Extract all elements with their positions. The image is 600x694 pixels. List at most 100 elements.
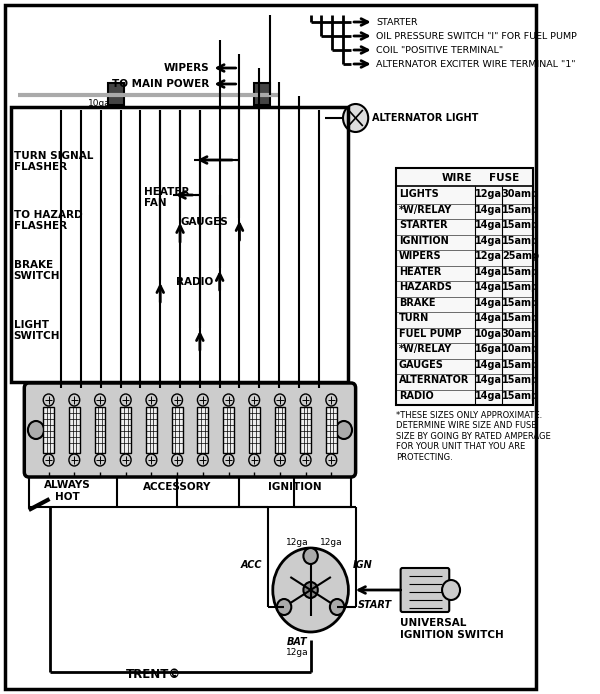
FancyBboxPatch shape	[275, 407, 286, 453]
Text: *THESE SIZES ONLY APPROXIMATE.
DETERMINE WIRE SIZE AND FUSE
SIZE BY GOING BY RAT: *THESE SIZES ONLY APPROXIMATE. DETERMINE…	[396, 411, 551, 462]
Text: START: START	[358, 600, 392, 610]
Circle shape	[336, 421, 352, 439]
Circle shape	[223, 394, 234, 406]
Text: IGNITION: IGNITION	[399, 235, 449, 246]
Text: FLASHER: FLASHER	[14, 221, 67, 231]
Text: WIPERS: WIPERS	[399, 251, 442, 261]
Circle shape	[326, 454, 337, 466]
Text: GAUGES: GAUGES	[399, 359, 444, 369]
Circle shape	[172, 394, 182, 406]
FancyBboxPatch shape	[326, 407, 337, 453]
Text: 14ga: 14ga	[475, 220, 502, 230]
Text: HAZARDS: HAZARDS	[399, 282, 452, 292]
FancyBboxPatch shape	[43, 407, 54, 453]
Text: 12ga: 12ga	[475, 189, 502, 199]
Text: 14ga: 14ga	[475, 266, 502, 276]
Circle shape	[69, 454, 80, 466]
Text: FUSE: FUSE	[489, 173, 519, 183]
Text: IGN: IGN	[353, 560, 373, 570]
Text: ALTERNATOR EXCITER WIRE TERMINAL "1": ALTERNATOR EXCITER WIRE TERMINAL "1"	[376, 60, 576, 69]
Text: BRAKE: BRAKE	[14, 260, 53, 270]
Circle shape	[273, 548, 349, 632]
Text: TURN: TURN	[399, 313, 429, 323]
Text: 14ga: 14ga	[475, 298, 502, 307]
Text: LIGHT: LIGHT	[14, 320, 49, 330]
Text: LIGHTS: LIGHTS	[399, 189, 439, 199]
Text: WIRE: WIRE	[442, 173, 473, 183]
Text: OIL PRESSURE SWITCH "I" FOR FUEL PUMP: OIL PRESSURE SWITCH "I" FOR FUEL PUMP	[376, 31, 577, 40]
Circle shape	[146, 394, 157, 406]
Text: 10amp: 10amp	[502, 344, 539, 354]
Text: 15amp: 15amp	[502, 298, 539, 307]
FancyBboxPatch shape	[95, 407, 106, 453]
Text: 14ga: 14ga	[475, 391, 502, 400]
Circle shape	[326, 394, 337, 406]
Text: COIL "POSITIVE TERMINAL": COIL "POSITIVE TERMINAL"	[376, 46, 503, 55]
FancyBboxPatch shape	[401, 568, 449, 612]
Text: 15amp: 15amp	[502, 266, 539, 276]
Text: GAUGES: GAUGES	[180, 217, 228, 227]
Circle shape	[121, 394, 131, 406]
FancyBboxPatch shape	[223, 407, 234, 453]
Text: BAT: BAT	[287, 637, 307, 647]
Text: 15amp: 15amp	[502, 391, 539, 400]
Circle shape	[300, 394, 311, 406]
Circle shape	[95, 394, 106, 406]
Circle shape	[277, 599, 291, 615]
Text: 14ga: 14ga	[475, 282, 502, 292]
Text: ACCESSORY: ACCESSORY	[143, 482, 212, 492]
Text: TURN SIGNAL: TURN SIGNAL	[14, 151, 93, 161]
Text: 25amp: 25amp	[502, 251, 539, 261]
Text: *W/RELAY: *W/RELAY	[399, 205, 452, 214]
Text: 10ga: 10ga	[88, 99, 110, 108]
Text: TRENT©: TRENT©	[126, 668, 181, 681]
Text: 15amp: 15amp	[502, 235, 539, 246]
Text: 12ga: 12ga	[320, 538, 342, 547]
Text: UNIVERSAL
IGNITION SWITCH: UNIVERSAL IGNITION SWITCH	[400, 618, 503, 640]
Circle shape	[304, 548, 318, 564]
FancyBboxPatch shape	[108, 83, 124, 105]
Circle shape	[330, 599, 344, 615]
Circle shape	[197, 394, 208, 406]
Circle shape	[121, 454, 131, 466]
Text: 15amp: 15amp	[502, 220, 539, 230]
Text: ALWAYS
HOT: ALWAYS HOT	[44, 480, 91, 502]
Circle shape	[95, 454, 106, 466]
FancyBboxPatch shape	[172, 407, 182, 453]
FancyBboxPatch shape	[69, 407, 80, 453]
Text: FUEL PUMP: FUEL PUMP	[399, 328, 461, 339]
Text: SWITCH: SWITCH	[14, 331, 60, 341]
Text: IGNITION: IGNITION	[268, 482, 321, 492]
Circle shape	[304, 582, 318, 598]
Text: ACC: ACC	[241, 560, 262, 570]
Text: ALTERNATOR LIGHT: ALTERNATOR LIGHT	[372, 113, 478, 123]
Circle shape	[442, 580, 460, 600]
Text: ALTERNATOR: ALTERNATOR	[399, 375, 469, 385]
FancyBboxPatch shape	[146, 407, 157, 453]
Text: 10ga: 10ga	[475, 328, 502, 339]
Text: 14ga: 14ga	[475, 375, 502, 385]
Text: 15amp: 15amp	[502, 205, 539, 214]
FancyBboxPatch shape	[249, 407, 260, 453]
Text: TO MAIN POWER: TO MAIN POWER	[112, 79, 209, 89]
FancyBboxPatch shape	[197, 407, 208, 453]
Text: HEATER: HEATER	[399, 266, 441, 276]
Text: 15amp: 15amp	[502, 375, 539, 385]
FancyBboxPatch shape	[396, 168, 533, 405]
FancyBboxPatch shape	[254, 83, 270, 105]
Circle shape	[343, 104, 368, 132]
FancyBboxPatch shape	[25, 383, 356, 477]
Circle shape	[172, 454, 182, 466]
Text: 15amp: 15amp	[502, 313, 539, 323]
Text: 30amp: 30amp	[502, 328, 539, 339]
Text: SWITCH: SWITCH	[14, 271, 60, 281]
Text: *W/RELAY: *W/RELAY	[399, 344, 452, 354]
Text: BRAKE: BRAKE	[399, 298, 436, 307]
Text: 15amp: 15amp	[502, 282, 539, 292]
Text: 30amp: 30amp	[502, 189, 539, 199]
Text: 16ga: 16ga	[475, 344, 502, 354]
Text: 14ga: 14ga	[475, 359, 502, 369]
Text: RADIO: RADIO	[399, 391, 434, 400]
Text: 15amp: 15amp	[502, 359, 539, 369]
Text: STARTER: STARTER	[399, 220, 448, 230]
